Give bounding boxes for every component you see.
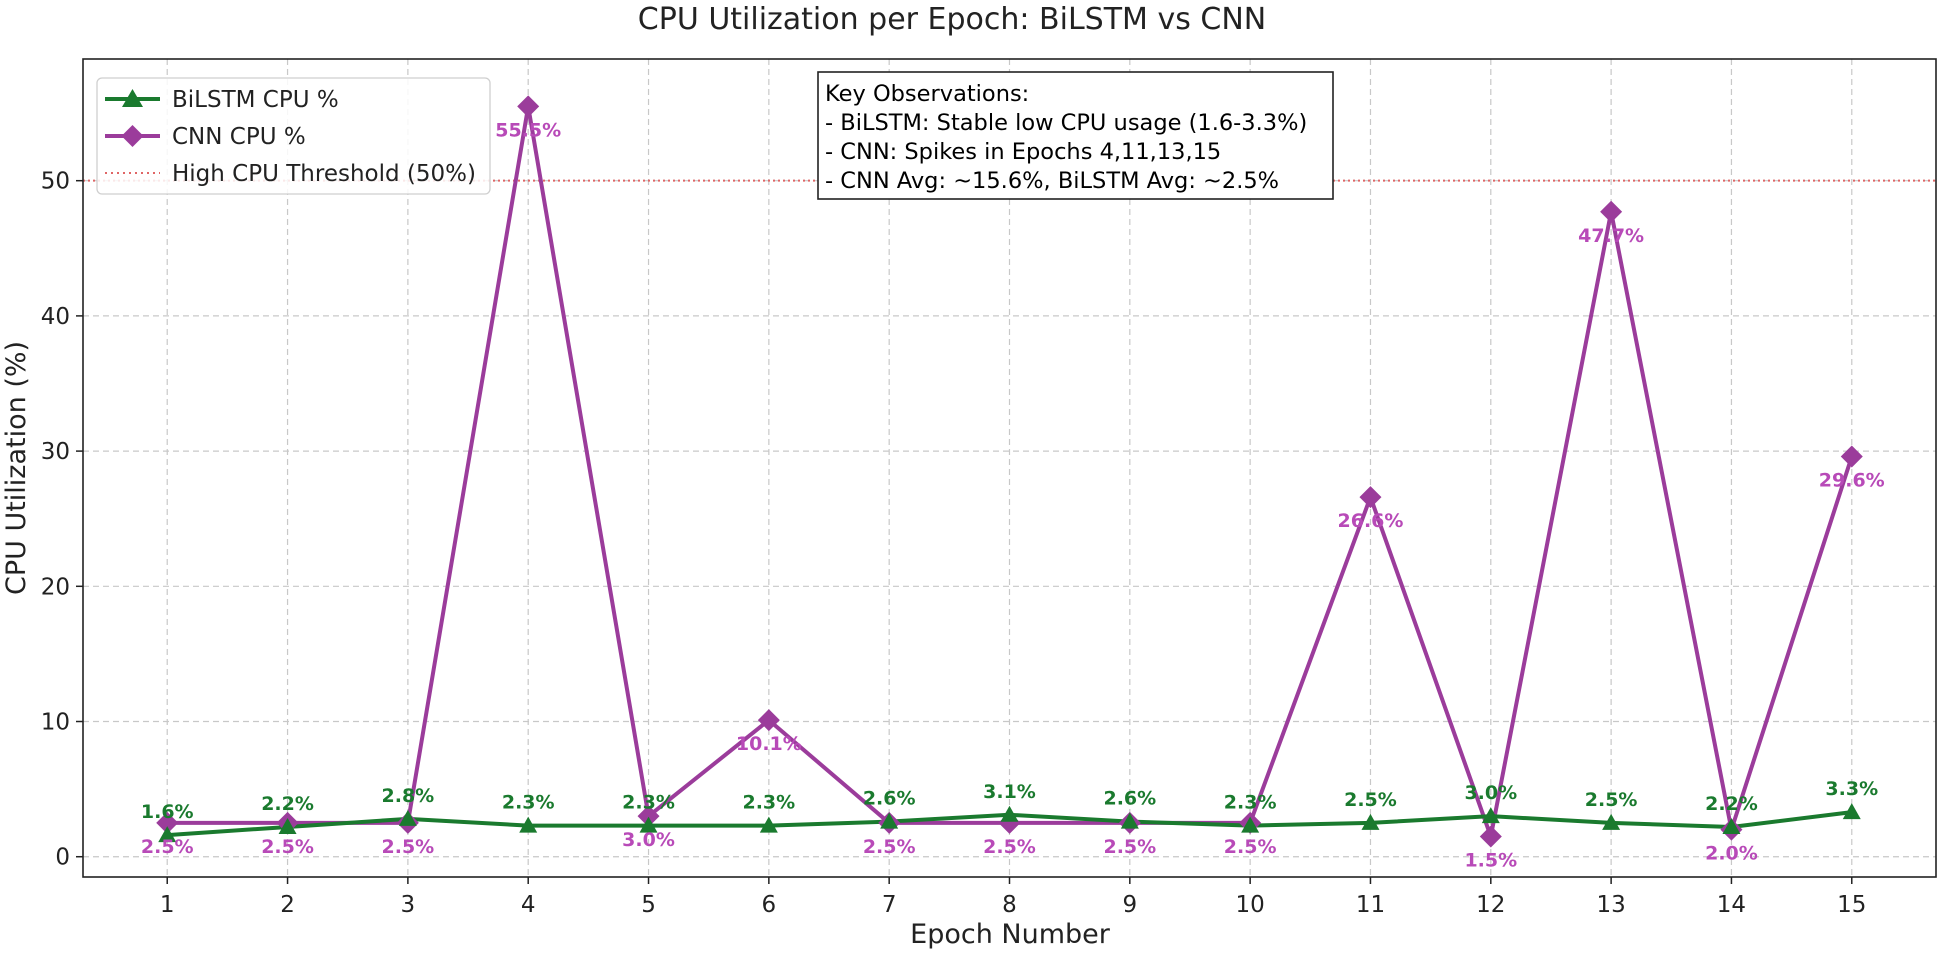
cnn-point xyxy=(637,805,660,828)
bilstm-data-label: 2.2% xyxy=(261,793,314,815)
cnn-data-label: 2.5% xyxy=(983,836,1036,858)
x-tick-label: 14 xyxy=(1717,892,1746,918)
observations-frame xyxy=(817,71,1334,200)
x-axis-label: Epoch Number xyxy=(910,919,1111,950)
x-tick-label: 6 xyxy=(762,892,777,918)
bilstm-point xyxy=(1120,812,1139,829)
y-tick-label: 40 xyxy=(41,304,70,330)
legend-label-cnn: CNN CPU % xyxy=(172,124,306,150)
bilstm-point xyxy=(639,816,658,833)
bilstm-point xyxy=(519,816,538,833)
x-tick-label: 5 xyxy=(641,892,656,918)
x-tick-label: 10 xyxy=(1236,892,1265,918)
bilstm-point xyxy=(880,812,899,829)
observation-line: - CNN Avg: ~15.6%, BiLSTM Avg: ~2.5% xyxy=(825,168,1279,194)
grid xyxy=(83,59,1936,877)
x-tick-label: 12 xyxy=(1476,892,1505,918)
cnn-data-label: 2.0% xyxy=(1705,843,1758,865)
chart-title: CPU Utilization per Epoch: BiLSTM vs CNN xyxy=(638,2,1266,37)
cnn-data-label: 10.1% xyxy=(736,733,802,755)
cnn-point xyxy=(156,811,179,834)
bilstm-point xyxy=(1000,805,1019,822)
cnn-data-label: 2.5% xyxy=(261,836,314,858)
data-labels: 1.6% 2.2% 2.8% 2.3% 2.3% 2.3% 2.6% 3.1% 2.6% 2.3%… xyxy=(141,119,1885,871)
cnn-data-label: 3.0% xyxy=(622,829,675,851)
x-tick-label: 1 xyxy=(160,892,175,918)
x-tick-label: 9 xyxy=(1123,892,1138,918)
legend-marker-bilstm xyxy=(122,89,143,107)
observation-line: - CNN: Spikes in Epochs 4,11,13,15 xyxy=(825,139,1221,165)
bilstm-data-label: 2.3% xyxy=(1224,792,1277,814)
legend-label-bilstm: BiLSTM CPU % xyxy=(172,87,339,113)
observation-line: - BiLSTM: Stable low CPU usage (1.6-3.3%… xyxy=(825,110,1307,136)
legend-label-threshold: High CPU Threshold (50%) xyxy=(172,161,476,187)
cnn-point xyxy=(757,709,780,732)
cnn-point xyxy=(1479,825,1502,848)
bilstm-data-label: 2.3% xyxy=(742,792,795,814)
cnn-data-label: 47.7% xyxy=(1578,225,1644,247)
bilstm-data-label: 1.6% xyxy=(141,801,194,823)
cnn-data-label: 55.5% xyxy=(495,119,561,141)
cnn-data-label: 26.6% xyxy=(1338,510,1404,532)
bilstm-data-label: 2.3% xyxy=(502,792,555,814)
x-tick-label: 15 xyxy=(1837,892,1866,918)
cnn-point xyxy=(1840,445,1863,468)
bilstm-point xyxy=(1481,807,1500,824)
x-tick-label: 13 xyxy=(1596,892,1625,918)
bilstm-data-label: 2.2% xyxy=(1705,793,1758,815)
cnn-data-label: 2.5% xyxy=(382,836,435,858)
x-tick-label: 7 xyxy=(882,892,897,918)
legend-entry-threshold: High CPU Threshold (50%) xyxy=(105,161,476,187)
bilstm-data-label: 3.3% xyxy=(1825,778,1878,800)
bilstm-data-label: 3.1% xyxy=(983,781,1036,803)
bilstm-point xyxy=(1842,803,1861,820)
cnn-point xyxy=(1359,486,1382,509)
x-tick-label: 3 xyxy=(401,892,416,918)
bilstm-point xyxy=(1241,816,1260,833)
cnn-point xyxy=(1600,200,1623,223)
bilstm-data-label: 2.5% xyxy=(1344,789,1397,811)
y-axis-label: CPU Utilization (%) xyxy=(1,341,32,595)
y-tick-label: 50 xyxy=(41,169,70,195)
bilstm-data-label: 2.5% xyxy=(1585,789,1638,811)
bilstm-point xyxy=(1361,813,1380,830)
y-tick-label: 30 xyxy=(41,439,70,465)
x-tick-label: 11 xyxy=(1356,892,1385,918)
legend-box xyxy=(96,77,491,195)
bilstm-data-label: 2.3% xyxy=(622,792,675,814)
legend-entry-bilstm: BiLSTM CPU % xyxy=(105,87,339,113)
y-axis-ticks: 0 10 20 30 40 50 xyxy=(41,169,83,871)
bilstm-point xyxy=(278,817,297,834)
bilstm-point xyxy=(1602,813,1621,830)
bilstm-data-label: 2.6% xyxy=(1103,788,1156,810)
cnn-data-label: 2.5% xyxy=(141,836,194,858)
bilstm-point xyxy=(1722,817,1741,834)
bilstm-data-label: 3.0% xyxy=(1464,782,1517,804)
cnn-data-label: 1.5% xyxy=(1464,849,1517,871)
legend: BiLSTM CPU % CNN CPU % High CPU Threshol… xyxy=(96,77,491,195)
cnn-point xyxy=(517,95,540,118)
bilstm-data-label: 2.8% xyxy=(382,785,435,807)
observations-box: Key Observations: - BiLSTM: Stable low C… xyxy=(817,71,1334,200)
bilstm-point xyxy=(158,826,177,843)
cnn-data-label: 2.5% xyxy=(1224,836,1277,858)
y-tick-label: 20 xyxy=(41,574,70,600)
bilstm-point xyxy=(398,809,417,826)
y-tick-label: 0 xyxy=(55,845,70,871)
y-tick-label: 10 xyxy=(41,710,70,736)
x-axis-ticks: 1 2 3 4 5 6 7 8 9 10 11 12 13 14 15 xyxy=(160,877,1866,918)
cnn-data-label: 2.5% xyxy=(1103,836,1156,858)
cnn-data-label: 29.6% xyxy=(1819,470,1885,492)
x-tick-label: 8 xyxy=(1002,892,1017,918)
x-tick-label: 2 xyxy=(280,892,295,918)
legend-entry-cnn: CNN CPU % xyxy=(105,124,306,150)
legend-marker-cnn xyxy=(121,125,144,147)
markers xyxy=(156,95,1863,848)
bilstm-data-label: 2.6% xyxy=(863,788,916,810)
observation-line: Key Observations: xyxy=(825,81,1029,107)
bilstm-point xyxy=(759,816,778,833)
cnn-data-label: 2.5% xyxy=(863,836,916,858)
x-tick-label: 4 xyxy=(521,892,536,918)
